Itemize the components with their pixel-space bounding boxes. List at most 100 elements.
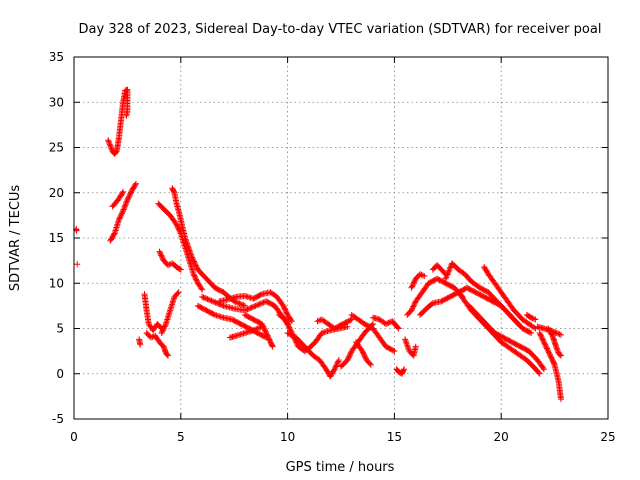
data-point [552,329,559,336]
data-point [444,271,451,278]
data-point [531,324,538,331]
data-point [249,304,256,311]
data-point [259,322,266,329]
data-point [132,181,139,188]
data-point [558,396,565,403]
data-point [361,353,368,360]
data-point [539,336,546,343]
data-point [404,343,411,350]
data-point [173,221,180,228]
data-point [281,305,288,312]
data-point [233,299,240,306]
data-point [208,297,215,304]
data-point [384,320,391,327]
data-point [282,308,289,315]
data-point [106,141,113,148]
data-point [204,296,211,303]
data-point [254,325,261,332]
data-point [190,271,197,278]
data-point [110,231,117,238]
data-point [199,286,206,293]
data-point [189,255,196,262]
data-point [239,301,246,308]
data-point [107,142,114,149]
data-point [410,280,417,287]
data-point [236,300,243,307]
data-point [361,352,368,359]
data-point [121,205,128,212]
data-point [280,304,287,311]
data-point [285,323,292,330]
data-point [174,290,181,297]
data-point [405,345,412,352]
data-point [199,293,206,300]
data-point [255,301,262,308]
data-point [123,199,130,206]
data-point [446,267,453,274]
data-point [402,337,409,344]
data-point [188,253,195,260]
data-point [269,342,276,349]
data-point [553,345,560,352]
data-point [177,266,184,273]
data-point [395,325,402,332]
data-points [73,86,565,403]
data-point [193,277,200,284]
data-point [419,272,426,279]
data-point [191,259,198,266]
data-point [192,262,199,269]
y-tick-label: 10 [49,276,64,290]
data-point [402,336,409,343]
data-point [283,310,290,317]
data-point [417,271,424,278]
data-point [412,343,419,350]
data-point [403,340,410,347]
data-point [409,283,416,290]
data-point [125,194,132,201]
data-point [536,370,543,377]
data-point [123,112,130,119]
y-tick-labels: -5 0 5 10 15 20 25 30 35 [49,50,64,426]
data-point [175,225,182,232]
data-point [540,339,547,346]
data-point [253,302,260,309]
data-point [367,361,374,368]
data-point [158,252,165,259]
data-point [344,323,351,330]
data-point [117,214,124,221]
plot-frame [73,56,609,420]
data-point [283,309,290,316]
data-point [551,360,558,367]
data-point [161,323,168,330]
data-point [164,262,171,269]
data-point [243,306,250,313]
x-tick-label: 25 [600,430,615,444]
x-tick-label: 10 [280,430,295,444]
data-point [283,317,290,324]
data-point [345,355,352,362]
data-point [264,332,271,339]
data-point [257,300,264,307]
data-point [203,295,210,302]
data-point [117,213,124,220]
data-point [160,326,167,333]
y-tick-label: 15 [49,231,64,245]
data-point [210,311,217,318]
data-point [265,333,272,340]
data-point [410,302,417,309]
chart-title: Day 328 of 2023, Sidereal Day-to-day VTE… [79,22,602,37]
data-point [535,369,542,376]
data-point [335,358,342,365]
data-point [247,305,254,312]
data-point [530,315,537,322]
data-point [118,210,125,217]
data-point [122,202,129,209]
data-point [250,327,257,334]
data-point [546,350,553,357]
data-point [360,350,367,357]
data-point [442,275,449,282]
data-point [158,330,165,337]
x-tick-label: 20 [494,430,509,444]
data-point [116,215,123,222]
